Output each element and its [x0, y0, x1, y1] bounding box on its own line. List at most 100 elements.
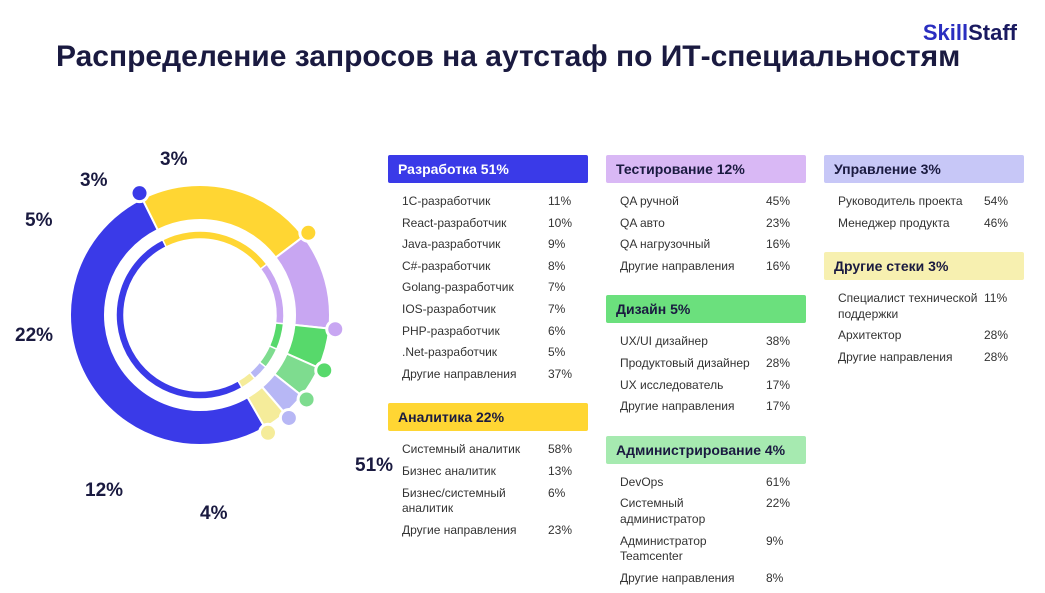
legend-row-label: PHP-разработчик: [402, 324, 548, 340]
legend-row-label: IOS-разработчик: [402, 302, 548, 318]
legend-row-value: 38%: [766, 334, 796, 350]
legend-row-label: QA нагрузочный: [620, 237, 766, 253]
legend-row: Другие направления8%: [620, 568, 796, 590]
legend-row: DevOps61%: [620, 472, 796, 494]
group-header: Другие стеки 3%: [824, 252, 1024, 280]
legend-row: Архитектор28%: [838, 325, 1014, 347]
legend-row-label: Другие направления: [402, 523, 548, 539]
legend-row-label: Продуктовый дизайнер: [620, 356, 766, 372]
donut-dot: [328, 322, 342, 336]
donut-label: 5%: [25, 210, 52, 232]
legend-row-label: Бизнес/системный аналитик: [402, 486, 548, 517]
legend-row-label: Другие направления: [838, 350, 984, 366]
legend-col-1: Тестирование 12%QA ручной45%QA авто23%QA…: [606, 155, 806, 593]
legend-group: Управление 3%Руководитель проекта54%Мене…: [824, 155, 1024, 238]
legend-row-value: 7%: [548, 302, 578, 318]
legend-row-value: 6%: [548, 324, 578, 340]
donut-label: 22%: [15, 325, 53, 347]
legend-row-value: 10%: [548, 216, 578, 232]
legend-row-label: QA авто: [620, 216, 766, 232]
legend-group: Разработка 51%1С-разработчик11%React-раз…: [388, 155, 588, 389]
legend-row-label: Другие направления: [620, 399, 766, 415]
legend-row-label: React-разработчик: [402, 216, 548, 232]
legend-row: Другие направления17%: [620, 396, 796, 418]
donut-label: 3%: [80, 170, 107, 192]
legend-row-value: 58%: [548, 442, 578, 458]
legend-group: Другие стеки 3%Специалист технической по…: [824, 252, 1024, 372]
legend-row-label: .Net-разработчик: [402, 345, 548, 361]
legend-row: Golang-разработчик7%: [402, 277, 578, 299]
legend-row: Другие направления28%: [838, 347, 1014, 369]
legend-row: Менеджер продукта46%: [838, 213, 1014, 235]
group-body: Руководитель проекта54%Менеджер продукта…: [824, 183, 1024, 238]
legend-row: UX исследователь17%: [620, 375, 796, 397]
legend-row-label: QA ручной: [620, 194, 766, 210]
legend-row-value: 22%: [766, 496, 796, 512]
legend-row-label: Администратор Teamcenter: [620, 534, 766, 565]
legend-row-value: 11%: [984, 291, 1014, 307]
legend-row: Руководитель проекта54%: [838, 191, 1014, 213]
legend-row-label: UX/UI дизайнер: [620, 334, 766, 350]
legend-row-label: UX исследователь: [620, 378, 766, 394]
legend-row-value: 5%: [548, 345, 578, 361]
legend-row-value: 13%: [548, 464, 578, 480]
legend-group: Дизайн 5%UX/UI дизайнер38%Продуктовый ди…: [606, 295, 806, 421]
legend-row-label: Бизнес аналитик: [402, 464, 548, 480]
legend-row-label: Специалист технической поддержки: [838, 291, 984, 322]
legend-row: Системный аналитик58%: [402, 439, 578, 461]
group-header: Дизайн 5%: [606, 295, 806, 323]
legend-row-label: Архитектор: [838, 328, 984, 344]
legend-col-2: Управление 3%Руководитель проекта54%Мене…: [824, 155, 1024, 593]
legend-row: Бизнес/системный аналитик6%: [402, 483, 578, 520]
legend-row: PHP-разработчик6%: [402, 321, 578, 343]
legend-row: 1С-разработчик11%: [402, 191, 578, 213]
legend-row-value: 6%: [548, 486, 578, 502]
legend-row-value: 16%: [766, 259, 796, 275]
legend-row-value: 17%: [766, 399, 796, 415]
legend-row: Другие направления16%: [620, 256, 796, 278]
legend-group: Аналитика 22%Системный аналитик58%Бизнес…: [388, 403, 588, 545]
legend-row-value: 46%: [984, 216, 1014, 232]
donut-dot: [261, 426, 275, 440]
legend-row-value: 28%: [984, 328, 1014, 344]
donut-label: 4%: [200, 503, 227, 525]
legend-row-value: 17%: [766, 378, 796, 394]
legend-row: UX/UI дизайнер38%: [620, 331, 796, 353]
group-body: Специалист технической поддержки11% Архит…: [824, 280, 1024, 372]
group-body: 1С-разработчик11%React-разработчик10%Jav…: [388, 183, 588, 389]
legend-row: Бизнес аналитик13%: [402, 461, 578, 483]
legend-row-label: Java-разработчик: [402, 237, 548, 253]
group-body: DevOps61%Системный администратор22% Админ…: [606, 464, 806, 593]
legend-row: Администратор Teamcenter9%: [620, 531, 796, 568]
legend-row-value: 28%: [766, 356, 796, 372]
group-body: QA ручной45%QA авто23%QA нагрузочный16%Д…: [606, 183, 806, 281]
legend-row-label: Другие направления: [620, 259, 766, 275]
donut-dot: [301, 226, 315, 240]
group-header: Администрирование 4%: [606, 436, 806, 464]
group-header: Тестирование 12%: [606, 155, 806, 183]
legend-row: QA ручной45%: [620, 191, 796, 213]
legend-row: C#-разработчик8%: [402, 256, 578, 278]
legend-row: Другие направления23%: [402, 520, 578, 542]
legend-row-label: Golang-разработчик: [402, 280, 548, 296]
legend-row-label: Системный администратор: [620, 496, 766, 527]
legend-col-0: Разработка 51%1С-разработчик11%React-раз…: [388, 155, 588, 593]
group-body: UX/UI дизайнер38%Продуктовый дизайнер28%…: [606, 323, 806, 421]
legend-row: Другие направления37%: [402, 364, 578, 386]
legend-row-value: 61%: [766, 475, 796, 491]
legend-row-label: Системный аналитик: [402, 442, 548, 458]
donut-dot: [317, 363, 331, 377]
legend-row: QA нагрузочный16%: [620, 234, 796, 256]
donut-dot: [282, 411, 296, 425]
legend-row-value: 9%: [548, 237, 578, 253]
legend-row: IOS-разработчик7%: [402, 299, 578, 321]
legend-row: React-разработчик10%: [402, 213, 578, 235]
page-title: Распределение запросов на аутстаф по ИТ-…: [56, 38, 960, 76]
legend-row-value: 8%: [548, 259, 578, 275]
legend-group: Тестирование 12%QA ручной45%QA авто23%QA…: [606, 155, 806, 281]
legend-row: QA авто23%: [620, 213, 796, 235]
legend-row-value: 37%: [548, 367, 578, 383]
group-body: Системный аналитик58%Бизнес аналитик13%Б…: [388, 431, 588, 545]
donut-chart: 51%22%12%5%4%3%3%: [40, 155, 360, 475]
legend-row: .Net-разработчик5%: [402, 342, 578, 364]
